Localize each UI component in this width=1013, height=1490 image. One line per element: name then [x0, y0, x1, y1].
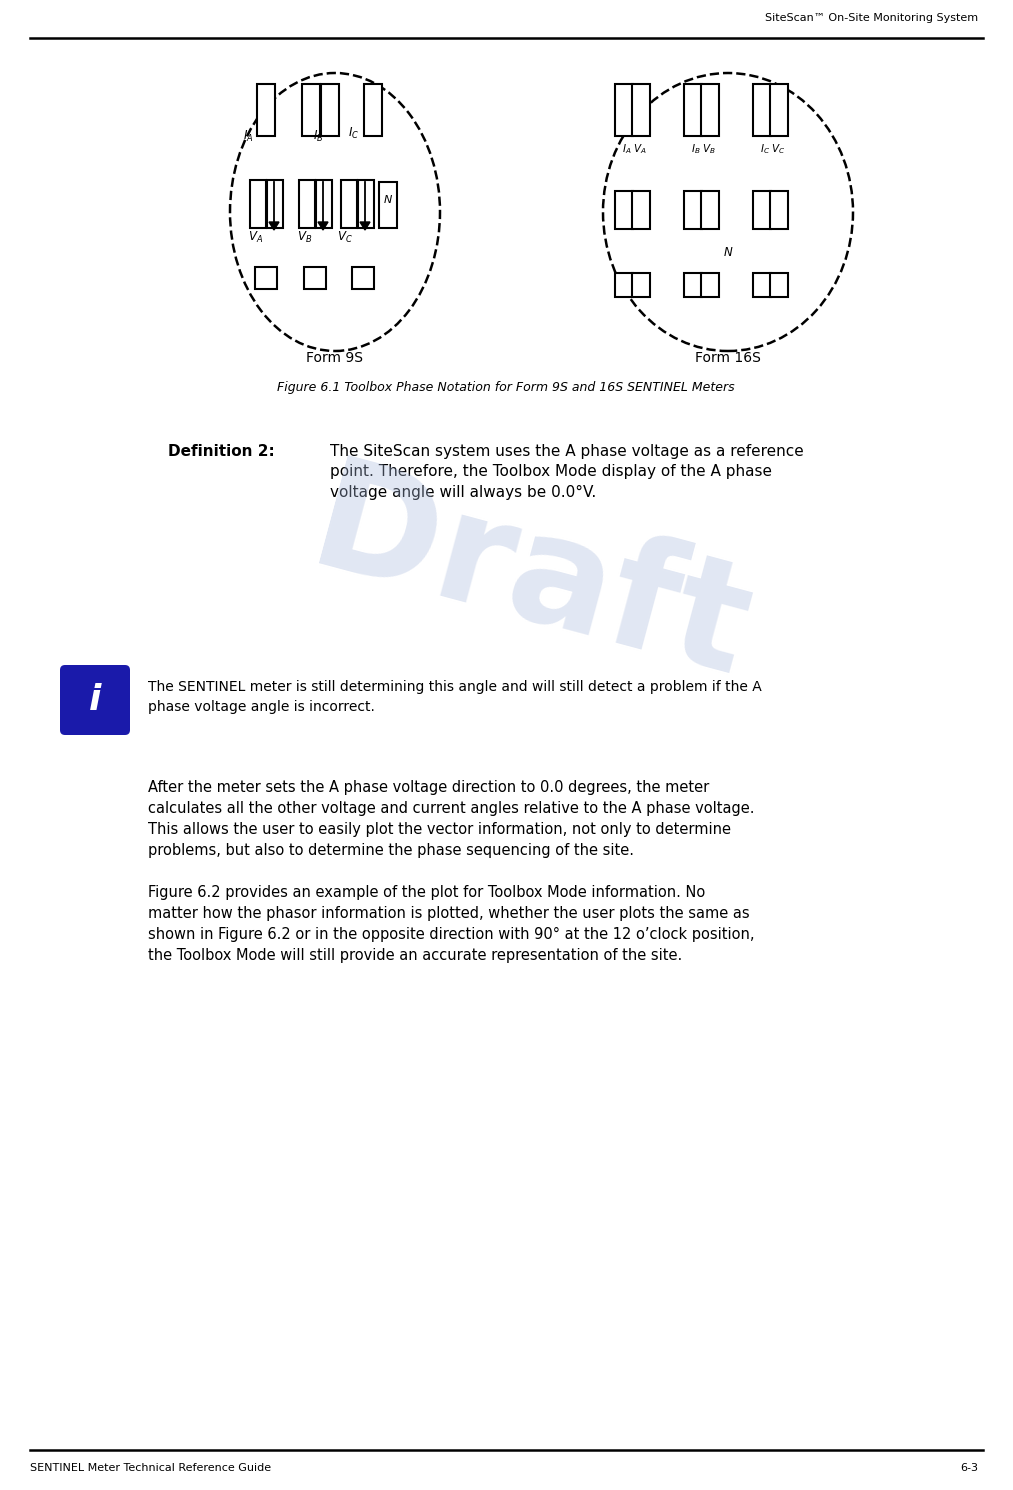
Bar: [632, 83, 650, 136]
Ellipse shape: [230, 73, 440, 352]
Bar: [615, 191, 633, 229]
Text: Figure 6.2 provides an example of the plot for Toolbox Mode information. No
matt: Figure 6.2 provides an example of the pl…: [148, 885, 755, 963]
Bar: [267, 180, 283, 228]
Text: N: N: [723, 246, 732, 258]
Bar: [352, 267, 374, 289]
Text: Figure 6.1 Toolbox Phase Notation for Form 9S and 16S SENTINEL Meters: Figure 6.1 Toolbox Phase Notation for Fo…: [278, 381, 734, 395]
Bar: [753, 191, 771, 229]
Bar: [304, 267, 326, 289]
Text: $I_A$: $I_A$: [243, 128, 254, 143]
Bar: [701, 83, 719, 136]
Bar: [250, 180, 266, 228]
Text: $I_B$: $I_B$: [313, 128, 323, 143]
Bar: [684, 273, 702, 297]
Bar: [302, 83, 320, 136]
Text: After the meter sets the A phase voltage direction to 0.0 degrees, the meter
cal: After the meter sets the A phase voltage…: [148, 779, 755, 858]
Bar: [684, 83, 702, 136]
Bar: [632, 273, 650, 297]
Text: $V_B$: $V_B$: [298, 229, 313, 244]
Bar: [684, 191, 702, 229]
Bar: [358, 180, 374, 228]
Polygon shape: [360, 222, 370, 229]
Bar: [632, 191, 650, 229]
Text: i: i: [89, 682, 101, 717]
Polygon shape: [318, 222, 328, 229]
Bar: [255, 267, 277, 289]
Bar: [379, 182, 397, 228]
Bar: [257, 83, 275, 136]
Bar: [770, 83, 788, 136]
Text: $V_A$: $V_A$: [248, 229, 263, 244]
Bar: [753, 83, 771, 136]
Text: Form 16S: Form 16S: [695, 352, 761, 365]
Text: $V_C$: $V_C$: [337, 229, 353, 244]
Text: $I_C\ V_C$: $I_C\ V_C$: [760, 142, 786, 156]
Text: $I_A\ V_A$: $I_A\ V_A$: [622, 142, 647, 156]
Text: SENTINEL Meter Technical Reference Guide: SENTINEL Meter Technical Reference Guide: [30, 1463, 271, 1474]
Text: 6-3: 6-3: [960, 1463, 978, 1474]
Text: N: N: [384, 195, 392, 206]
Text: The SENTINEL meter is still determining this angle and will still detect a probl: The SENTINEL meter is still determining …: [148, 679, 762, 714]
Bar: [364, 83, 382, 136]
Text: $I_C$: $I_C$: [347, 125, 359, 140]
Bar: [615, 273, 633, 297]
Bar: [321, 83, 339, 136]
Bar: [770, 273, 788, 297]
Text: SiteScan™ On-Site Monitoring System: SiteScan™ On-Site Monitoring System: [765, 13, 978, 22]
Text: Definition 2:: Definition 2:: [168, 444, 275, 459]
Bar: [701, 273, 719, 297]
Bar: [316, 180, 332, 228]
FancyBboxPatch shape: [60, 665, 130, 735]
Bar: [701, 191, 719, 229]
Bar: [341, 180, 357, 228]
Text: $I_B\ V_B$: $I_B\ V_B$: [691, 142, 716, 156]
Ellipse shape: [603, 73, 853, 352]
Text: Draft: Draft: [296, 450, 764, 709]
Text: The SiteScan system uses the A phase voltage as a reference
point. Therefore, th: The SiteScan system uses the A phase vol…: [330, 444, 803, 499]
Text: Form 9S: Form 9S: [307, 352, 364, 365]
Polygon shape: [269, 222, 279, 229]
Bar: [753, 273, 771, 297]
Bar: [770, 191, 788, 229]
Bar: [299, 180, 315, 228]
Bar: [615, 83, 633, 136]
